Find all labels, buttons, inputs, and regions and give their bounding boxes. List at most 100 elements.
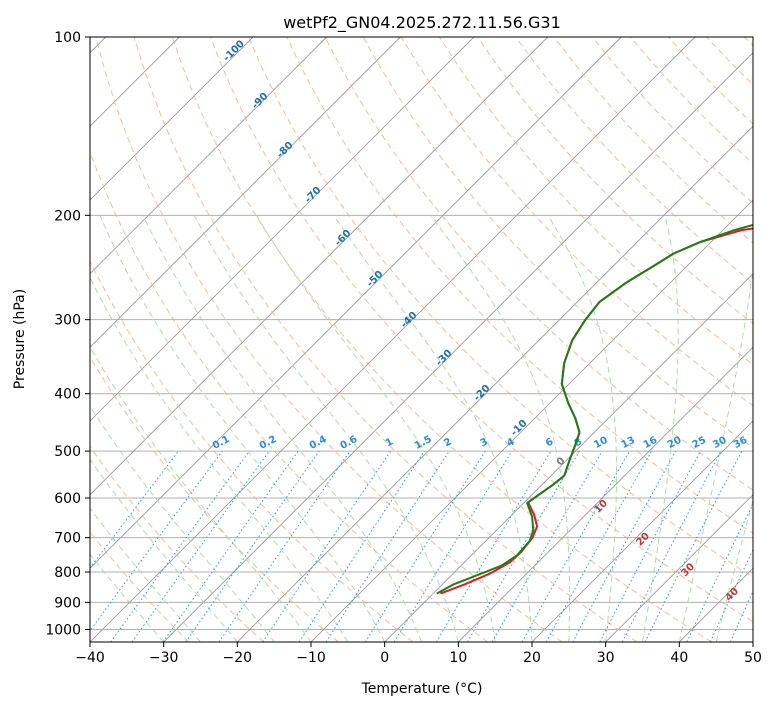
moist-adiabat-label: 10 [592, 498, 610, 516]
isotherm-line [90, 37, 401, 348]
mixing-ratio-lines [90, 450, 753, 642]
dry-adiabat-line [515, 37, 753, 284]
isotherm-line [531, 420, 753, 642]
isotherm-labels: -100 -90 -80 -70 -60 -50 -40 -30 -20 -10 [221, 38, 529, 438]
dry-adiabat-line [706, 37, 753, 86]
x-tick-label: −30 [149, 650, 179, 666]
dry-adiabat-line [90, 259, 414, 642]
mixing-ratio-label: 20 [666, 435, 683, 451]
dry-adiabat-line [553, 37, 753, 244]
y-tick-label: 400 [54, 387, 81, 403]
dry-adiabat-line [591, 37, 753, 204]
x-tick-label: −10 [296, 650, 326, 666]
dry-adiabat-line [171, 37, 712, 642]
mixing-ratio-line [110, 450, 250, 642]
mixing-ratio-label: 4 [505, 436, 516, 449]
moist-adiabat-line [142, 215, 422, 642]
dry-adiabat-line [324, 37, 753, 491]
x-tick-label: 30 [597, 650, 615, 666]
x-axis: −40 −30 −20 −10 0 10 20 30 40 50 [75, 642, 762, 666]
moist-adiabat-line [333, 215, 533, 642]
mixing-ratio-label: 1 [384, 436, 395, 449]
chart-title: wetPf2_GN04.2025.272.11.56.G31 [283, 13, 561, 33]
mixing-ratio-line [521, 450, 630, 642]
mixing-ratio-line [435, 450, 552, 642]
mixing-ratio-line [325, 450, 450, 642]
isotherm-line [678, 567, 753, 642]
dry-adiabat-line [90, 531, 190, 642]
y-tick-label: 800 [54, 565, 81, 581]
moist-adiabat-line [193, 215, 459, 642]
mixing-ratio-labels: 0.1 0.2 0.4 0.6 1 1.5 2 3 4 6 8 10 13 16 20 25 30 36 [211, 434, 750, 452]
dry-adiabat-line [210, 37, 753, 623]
mixing-ratio-line [545, 450, 653, 642]
y-axis-label: Pressure (hPa) [12, 289, 28, 389]
mixing-ratio-line [572, 450, 677, 642]
y-tick-label: 900 [54, 595, 81, 611]
sounding-profiles [436, 223, 753, 595]
dry-adiabat-line [90, 356, 339, 642]
dry-adiabat-line [90, 445, 264, 642]
mixing-ratio-line [90, 450, 179, 569]
mixing-ratio-label: 10 [592, 435, 609, 451]
mixing-ratio-label: 0.4 [308, 434, 329, 452]
moist-adiabats [90, 215, 753, 642]
x-tick-label: 40 [670, 650, 688, 666]
mixing-ratio-label: 36 [732, 435, 749, 451]
isotherm-label: -40 [399, 310, 420, 331]
isotherm-line [90, 37, 254, 201]
mixing-ratio-line [90, 450, 223, 632]
moist-adiabat-line [90, 458, 238, 642]
mixing-ratio-line [599, 450, 701, 642]
dry-adiabat-line [248, 37, 753, 578]
moist-adiabat-line [90, 553, 165, 642]
mixing-ratio-line [393, 450, 513, 642]
x-tick-label: 10 [449, 650, 467, 666]
isotherm-line [90, 37, 328, 275]
mixing-ratio-line [185, 450, 320, 642]
isotherm-label: -30 [434, 348, 455, 369]
y-tick-label: 200 [54, 208, 81, 224]
isotherm-line [310, 199, 753, 642]
isotherm-line [90, 37, 696, 642]
isotherm-line [163, 52, 753, 642]
mixing-ratio-label: 6 [544, 436, 555, 449]
mixing-ratio-line [162, 450, 299, 642]
dry-adiabats [90, 37, 753, 642]
y-tick-label: 600 [54, 491, 81, 507]
moist-adiabat-label: 0 [555, 456, 568, 469]
x-axis-label: Temperature (°C) [361, 681, 483, 697]
dry-adiabat-line [95, 37, 563, 642]
x-tick-label: −20 [223, 650, 253, 666]
isotherm-label: -100 [221, 38, 247, 64]
dry-adiabat-line [133, 37, 638, 642]
moist-adiabat-line [430, 215, 571, 642]
isotherm-grid [90, 37, 753, 642]
isotherm-label: -90 [250, 91, 271, 112]
mixing-ratio-label: 0.1 [211, 434, 232, 452]
isotherm-label: -60 [333, 228, 354, 249]
isotherm-line [236, 125, 753, 642]
mixing-ratio-label: 16 [642, 435, 659, 451]
dry-adiabat-line [668, 37, 753, 125]
x-tick-label: 0 [380, 650, 389, 666]
dewpoint-profile-line [436, 223, 753, 595]
dry-adiabat-line [286, 37, 753, 534]
mixing-ratio-line [644, 450, 743, 642]
mixing-ratio-label: 0.2 [258, 434, 279, 452]
mixing-ratio-line [262, 450, 392, 642]
isotherm-line [90, 37, 549, 496]
mixing-ratio-line [131, 450, 270, 642]
mixing-ratio-line [364, 450, 486, 642]
plot-frame [89, 36, 754, 643]
y-tick-label: 100 [54, 30, 81, 46]
mixing-ratio-line [686, 503, 753, 642]
mixing-ratio-line [298, 450, 425, 642]
moist-adiabat-line [642, 215, 679, 642]
x-tick-label: 20 [523, 650, 541, 666]
moist-adiabat-line [90, 507, 201, 642]
mixing-ratio-line [709, 548, 753, 642]
isotherm-label: -80 [275, 140, 296, 161]
isotherm-line [457, 346, 753, 642]
dry-adiabat-line [744, 37, 753, 47]
